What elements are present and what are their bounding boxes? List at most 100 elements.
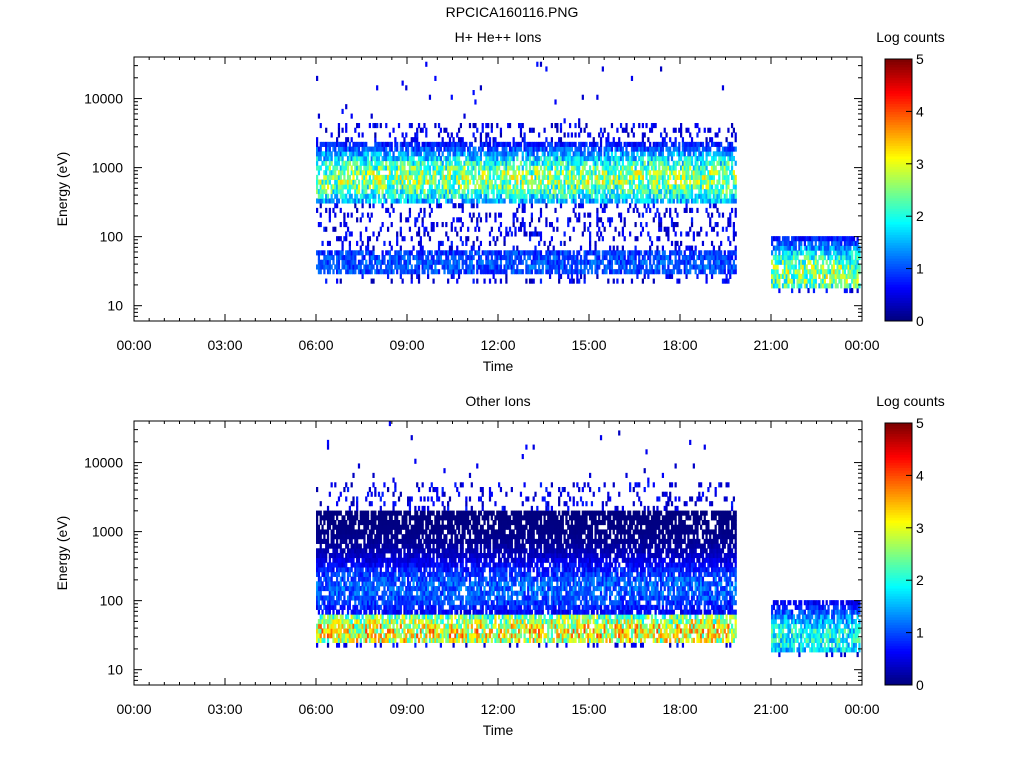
colorbar-step: [885, 208, 912, 212]
colorbar-step: [885, 124, 912, 128]
spectrogram-cell: [419, 236, 422, 242]
spectrogram-cell: [521, 174, 524, 180]
spectrogram-cell: [721, 146, 725, 152]
spectrogram-cell: [407, 255, 410, 261]
colorbar-step: [885, 237, 912, 241]
spectrogram-cell: [634, 264, 637, 270]
spectrogram-cell: [732, 236, 735, 242]
spectrogram-cell: [485, 132, 488, 138]
spectrogram-cell: [841, 273, 845, 279]
spectrogram-cell: [840, 273, 843, 279]
spectrogram-cell: [714, 141, 717, 147]
colorbar-step: [885, 64, 912, 68]
colorbar-step: [885, 255, 912, 259]
colorbar-step: [885, 226, 912, 230]
spectrogram-cell: [381, 255, 384, 261]
spectrogram-cell: [477, 250, 481, 256]
spectrogram-cell: [317, 510, 321, 516]
spectrogram-cell: [583, 264, 586, 270]
spectrogram-cell: [498, 198, 501, 204]
spectrogram-cell: [836, 283, 839, 289]
spectrogram-cell: [543, 184, 546, 190]
spectrogram-cell: [479, 259, 483, 265]
spectrogram-cell: [652, 141, 655, 147]
spectrogram-cell: [585, 184, 588, 190]
spectrogram-cell: [672, 165, 675, 171]
spectrogram-cell: [317, 581, 321, 587]
spectrogram-cell: [685, 179, 688, 185]
spectrogram-cell: [654, 170, 657, 176]
spectrogram-cell: [366, 179, 370, 185]
spectrogram-cell: [732, 269, 735, 275]
spectrogram-cell: [650, 165, 654, 171]
spectrogram-cell: [771, 269, 774, 275]
spectrogram-cell: [457, 217, 461, 223]
spectrogram-cell: [654, 123, 657, 129]
spectrogram-cell: [629, 264, 632, 270]
spectrogram-cell: [578, 179, 581, 185]
spectrogram-cell: [383, 240, 386, 246]
spectrogram-cell: [321, 553, 324, 559]
spectrogram-cell: [447, 184, 450, 190]
spectrogram-cell: [477, 226, 481, 232]
spectrogram-cell: [632, 160, 635, 166]
spectrogram-cell: [376, 174, 379, 180]
spectrogram-cell: [594, 165, 597, 171]
spectrogram-cell: [319, 501, 322, 507]
spectrogram-cell: [476, 269, 479, 275]
spectrogram-cell: [619, 259, 623, 265]
colorbar-step: [885, 231, 912, 236]
spectrogram-cell: [721, 264, 725, 270]
spectrogram-cell: [503, 146, 506, 152]
spectrogram-cell: [492, 151, 495, 157]
spectrogram-cell: [680, 123, 683, 129]
spectrogram-cell: [656, 207, 659, 213]
spectrogram-cell: [836, 240, 839, 246]
spectrogram-cell: [772, 269, 776, 275]
spectrogram-cell: [530, 198, 533, 204]
spectrogram-cell: [434, 170, 437, 176]
spectrogram-cell: [714, 151, 717, 157]
spectrogram-cell: [610, 255, 614, 261]
spectrogram-cell: [725, 160, 728, 166]
spectrogram-cell: [414, 189, 417, 195]
spectrogram-cell: [716, 198, 719, 204]
spectrogram-cell: [390, 141, 393, 147]
spectrogram-cell: [550, 146, 553, 152]
spectrogram-cell: [618, 179, 621, 185]
spectrogram-cell: [425, 193, 428, 199]
spectrogram-cell: [417, 156, 421, 162]
spectrogram-cell: [494, 146, 497, 152]
spectrogram-cell: [623, 217, 626, 223]
colorbar-step: [885, 90, 912, 94]
spectrogram-cell: [354, 141, 357, 147]
spectrogram-cell: [639, 146, 643, 152]
spectrogram-cell: [700, 170, 703, 176]
spectrogram-cell: [388, 240, 392, 246]
spectrogram-cell: [598, 259, 601, 265]
spectrogram-cell: [559, 156, 563, 162]
spectrogram-cell: [325, 207, 328, 213]
spectrogram-cell: [374, 198, 377, 204]
spectrogram-cell: [811, 278, 814, 284]
spectrogram-cell: [368, 259, 371, 265]
spectrogram-cell: [385, 189, 388, 195]
spectrogram-cell: [317, 529, 321, 535]
spectrogram-cell: [658, 217, 661, 223]
spectrogram-cell: [403, 165, 406, 171]
spectrogram-cell: [654, 255, 657, 261]
spectrogram-cell: [427, 273, 430, 279]
spectrogram-cell: [798, 283, 801, 289]
spectrogram-cell: [685, 141, 688, 147]
spectrogram-cell: [587, 174, 590, 180]
spectrogram-cell: [818, 245, 821, 251]
spectrogram-cell: [348, 189, 351, 195]
spectrogram-cell: [463, 170, 466, 176]
spectrogram-cell: [641, 255, 644, 261]
spectrogram-cell: [630, 151, 634, 157]
spectrogram-cell: [596, 269, 599, 275]
spectrogram-cell: [609, 160, 612, 166]
spectrogram-cell: [638, 250, 641, 256]
spectrogram-cell: [341, 250, 344, 256]
spectrogram-cell: [621, 278, 624, 284]
